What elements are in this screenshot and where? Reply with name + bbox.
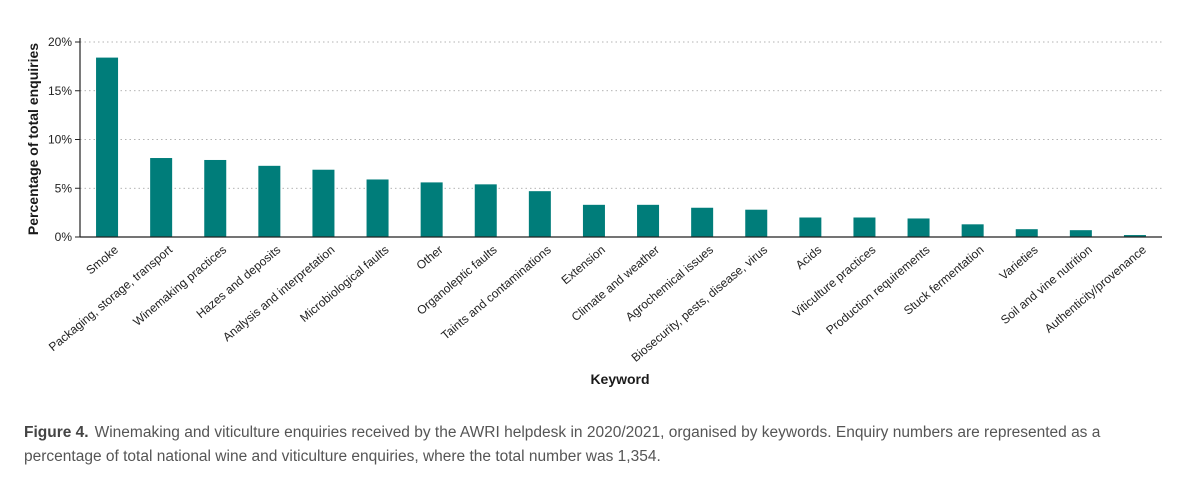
y-tick-labels: 0% 5% 10% 15% 20%: [48, 35, 72, 244]
figure-caption-text: Winemaking and viticulture enquiries rec…: [24, 424, 1101, 465]
figure-label: Figure 4.: [24, 424, 89, 441]
x-tick-label: Climate and weather: [569, 243, 662, 324]
gridlines: [80, 41, 1162, 189]
x-tick-label: Extension: [559, 243, 608, 288]
x-tick-label: Agrochemical issues: [623, 243, 716, 324]
bar: [637, 204, 660, 237]
bar: [258, 165, 281, 237]
x-tick-label: Microbiological faults: [297, 243, 391, 325]
bar: [1015, 229, 1038, 237]
bar: [853, 217, 876, 237]
figure-caption: Figure 4. Winemaking and viticulture enqu…: [24, 421, 1174, 469]
bar: [907, 218, 930, 237]
x-tick-label: Varieties: [997, 243, 1041, 283]
bar: [474, 184, 497, 237]
x-tick-label: Winemaking practices: [130, 243, 229, 329]
bar: [96, 57, 119, 237]
bar: [691, 207, 714, 237]
bar: [961, 224, 984, 237]
bar: [150, 158, 173, 237]
x-tick-label: Smoke: [83, 242, 121, 277]
axes: [75, 38, 1162, 238]
y-tick-label: 20%: [48, 35, 72, 49]
x-tick-label: Acids: [793, 243, 824, 273]
bar: [1123, 235, 1146, 237]
y-tick-label: 5%: [55, 181, 73, 195]
bar: [528, 191, 551, 237]
bar: [204, 159, 227, 237]
x-tick-label: Taints and contaminations: [438, 243, 553, 343]
y-tick-label: 15%: [48, 84, 72, 98]
bar: [420, 182, 443, 237]
bar: [366, 179, 389, 237]
x-tick-label: Analysis and interpretation: [220, 243, 337, 345]
bar: [1069, 230, 1092, 237]
bar: [799, 217, 822, 237]
x-tick-label: Authenticity/provenance: [1042, 242, 1149, 335]
y-tick-label: 10%: [48, 133, 72, 147]
bar: [582, 204, 605, 237]
bars: [96, 57, 1146, 237]
y-tick-label: 0%: [55, 230, 73, 244]
x-tick-label: Production requirements: [823, 243, 932, 338]
bar: [312, 169, 335, 237]
x-tick-label: Other: [414, 243, 446, 273]
bar: [745, 209, 768, 237]
x-tick-label: Soil and vine nutrition: [998, 243, 1095, 327]
x-axis-title: Keyword: [590, 371, 649, 387]
y-axis-title: Percentage of total enquiries: [25, 43, 41, 235]
